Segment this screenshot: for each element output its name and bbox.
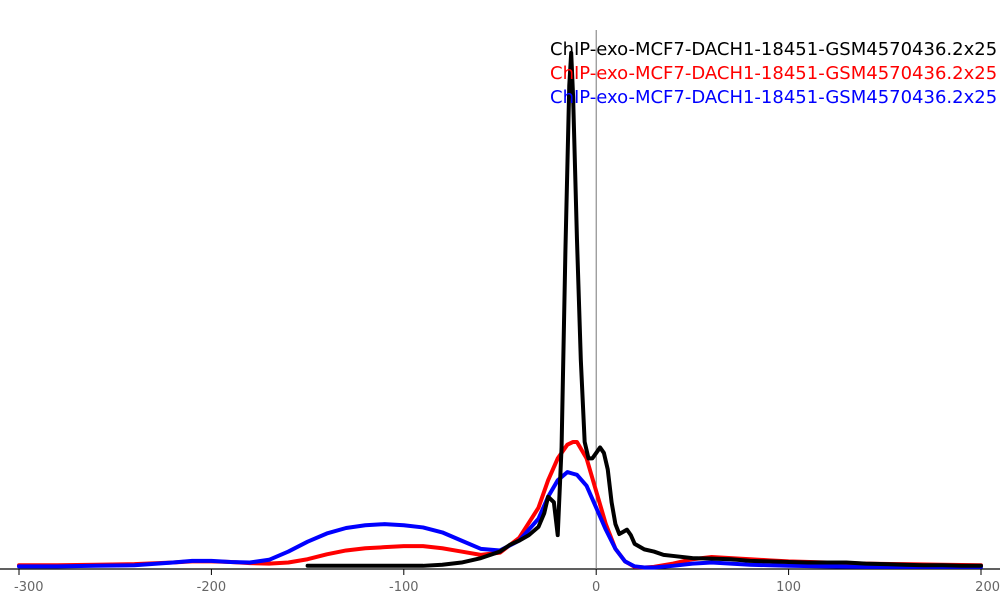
x-tick-label: -200 (197, 580, 227, 595)
x-tick-label: 0 (592, 580, 600, 595)
x-tick-label: -100 (389, 580, 419, 595)
series-layer (17, 50, 983, 570)
x-tick-label: 200 (975, 580, 1000, 595)
x-axis-ticks: -300 -200 -100 0 100 200 (14, 569, 1000, 595)
x-tick-label: -300 (14, 580, 44, 595)
legend: ChIP-exo-MCF7-DACH1-18451-GSM4570436.2x2… (550, 39, 997, 108)
series-line (305, 50, 983, 568)
legend-label: ChIP-exo-MCF7-DACH1-18451-GSM4570436.2x2… (550, 63, 997, 84)
legend-label: ChIP-exo-MCF7-DACH1-18451-GSM4570436.2x2… (550, 87, 997, 108)
x-tick-label: 100 (776, 580, 801, 595)
legend-label: ChIP-exo-MCF7-DACH1-18451-GSM4570436.2x2… (550, 39, 997, 60)
